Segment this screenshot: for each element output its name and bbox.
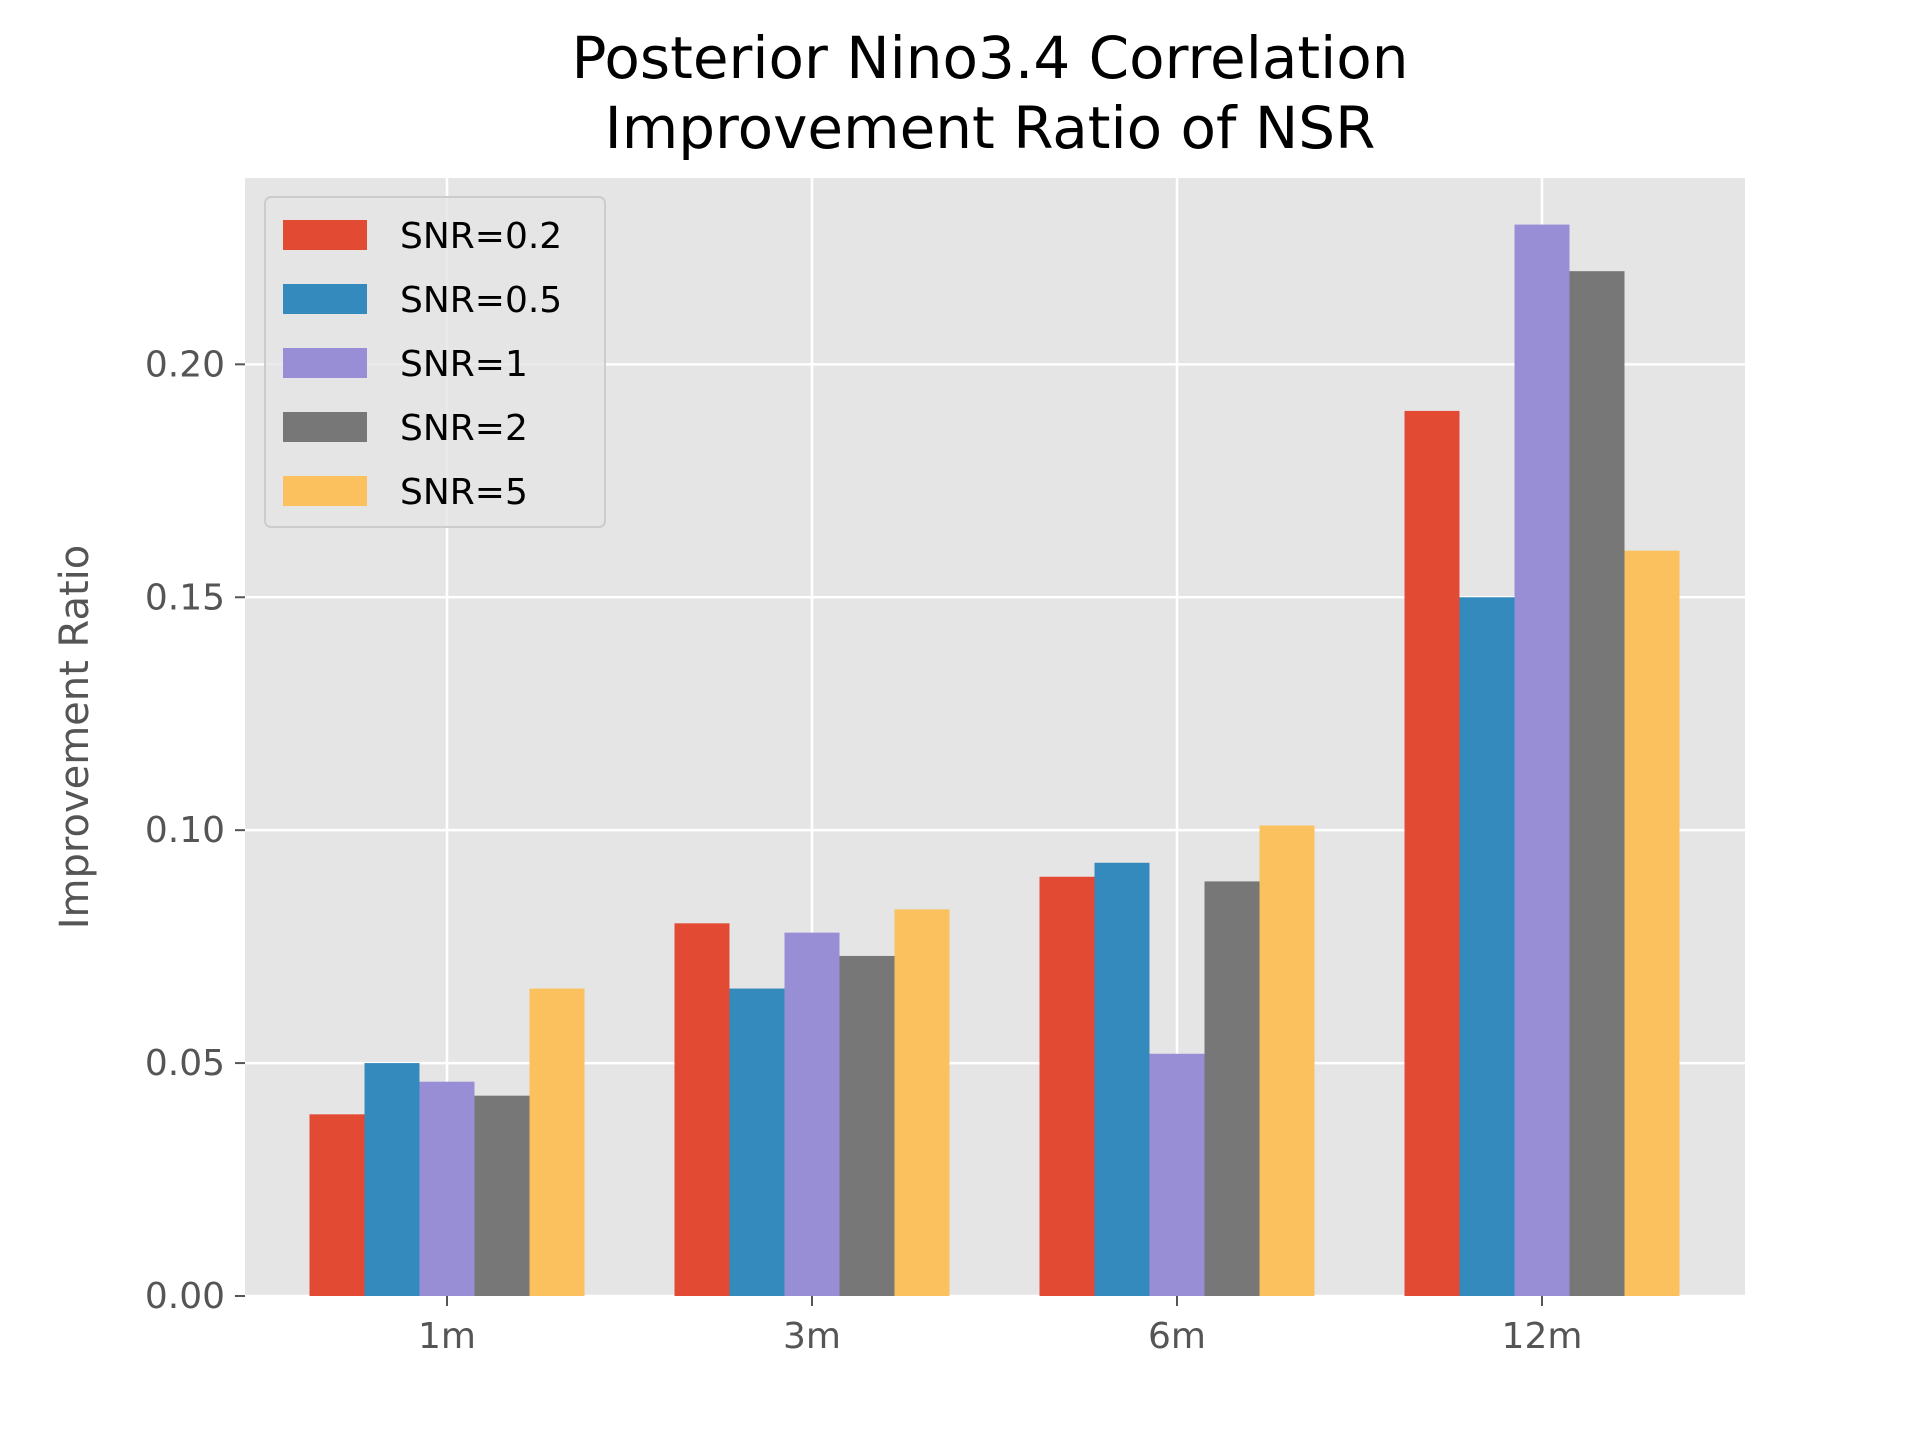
bar-snr-5-6m (1259, 825, 1315, 1296)
bar-snr-2-1m (474, 1095, 530, 1296)
bar-snr-0-2-6m (1039, 876, 1095, 1296)
bar-snr-5-1m (529, 988, 585, 1296)
bar-snr-0-2-12m (1404, 410, 1460, 1297)
y-tick-label: 0.20 (145, 344, 225, 385)
bar-snr-1-3m (784, 932, 840, 1296)
bar-snr-2-3m (839, 955, 895, 1296)
x-tick-label: 6m (1148, 1316, 1206, 1357)
bars (309, 224, 1680, 1297)
legend-label: SNR=1 (400, 344, 528, 385)
bar-snr-1-6m (1149, 1053, 1205, 1296)
x-tick-label: 3m (783, 1316, 841, 1357)
bar-snr-5-3m (894, 909, 950, 1296)
legend-swatch (283, 476, 367, 506)
y-tick-label: 0.00 (145, 1276, 225, 1317)
y-axis-label: Improvement Ratio (52, 545, 98, 930)
bar-snr-0-5-1m (364, 1063, 420, 1296)
bar-snr-0-5-3m (729, 988, 785, 1296)
y-tick-label: 0.05 (145, 1043, 225, 1084)
x-tick-label: 1m (418, 1316, 476, 1357)
legend-swatch (283, 348, 367, 378)
legend-box (264, 196, 606, 528)
axes: 0.00 0.05 0.10 0.15 0.20 1m 3m 6m 12m (145, 344, 1583, 1357)
bar-snr-5-12m (1624, 550, 1680, 1296)
chart-title-line-1: Posterior Nino3.4 Correlation (571, 24, 1408, 92)
bar-snr-1-1m (419, 1081, 475, 1296)
bar-snr-1-12m (1514, 224, 1570, 1296)
legend-swatch (283, 284, 367, 314)
y-tick-label: 0.10 (145, 810, 225, 851)
legend-swatch (283, 220, 367, 250)
y-tick-label: 0.15 (145, 577, 225, 618)
bar-snr-0-2-1m (309, 1114, 365, 1296)
legend-label: SNR=0.5 (400, 280, 562, 321)
bar-snr-2-6m (1204, 881, 1260, 1296)
legend-label: SNR=5 (400, 472, 528, 513)
legend-label: SNR=0.2 (400, 216, 562, 257)
legend: SNR=0.2 SNR=0.5 SNR=1 SNR=2 SNR=5 (264, 196, 606, 528)
legend-label: SNR=2 (400, 408, 528, 449)
legend-swatch (283, 412, 367, 442)
bar-snr-0-5-6m (1094, 862, 1150, 1296)
bar-snr-2-12m (1569, 271, 1625, 1297)
x-tick-label: 12m (1502, 1316, 1583, 1357)
chart-title-line-2: Improvement Ratio of NSR (605, 94, 1376, 162)
bar-snr-0-2-3m (674, 923, 730, 1296)
bar-snr-0-5-12m (1459, 597, 1515, 1296)
